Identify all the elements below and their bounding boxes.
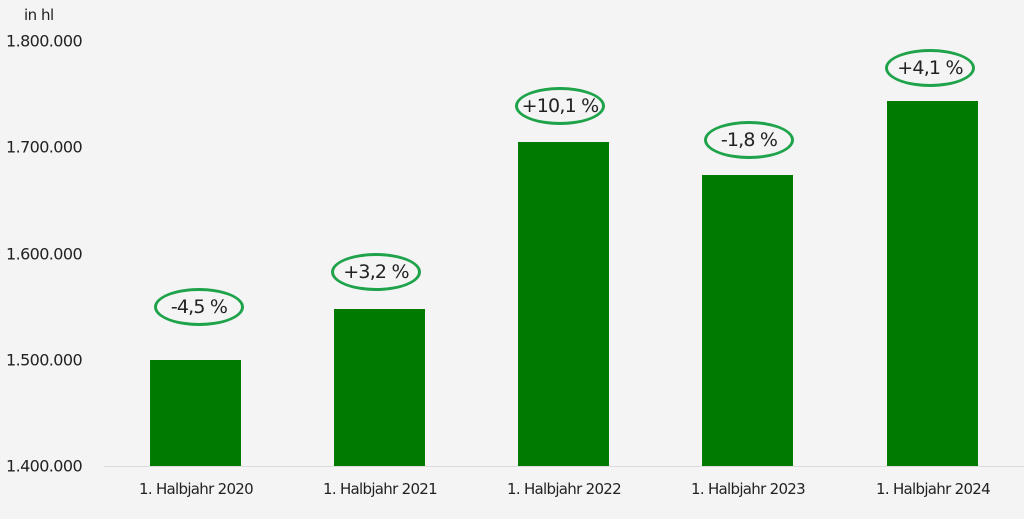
y-tick-1400000: 1.400.000 [6, 456, 83, 476]
bar-2022 [518, 142, 609, 466]
y-axis-unit-label: in hl [24, 6, 54, 24]
x-label-2024: 1. Halbjahr 2024 [875, 480, 991, 498]
x-axis-baseline [104, 466, 1024, 467]
bar-2020 [150, 360, 241, 466]
y-tick-1800000: 1.800.000 [6, 31, 83, 51]
change-annotation-2023: -1,8 % [704, 121, 794, 159]
change-annotation-2021: +3,2 % [331, 253, 421, 291]
change-annotation-2022: +10,1 % [515, 87, 605, 125]
x-label-2020: 1. Halbjahr 2020 [138, 480, 254, 498]
y-tick-1700000: 1.700.000 [6, 137, 83, 157]
change-annotation-2020: -4,5 % [154, 288, 244, 326]
x-label-2023: 1. Halbjahr 2023 [690, 480, 806, 498]
x-label-2022: 1. Halbjahr 2022 [506, 480, 622, 498]
bar-2024 [887, 101, 978, 466]
x-label-2021: 1. Halbjahr 2021 [322, 480, 438, 498]
y-tick-1600000: 1.600.000 [6, 244, 83, 264]
bar-2021 [334, 309, 425, 466]
y-tick-1500000: 1.500.000 [6, 350, 83, 370]
bar-2023 [702, 175, 793, 466]
change-annotation-2024: +4,1 % [885, 49, 975, 87]
